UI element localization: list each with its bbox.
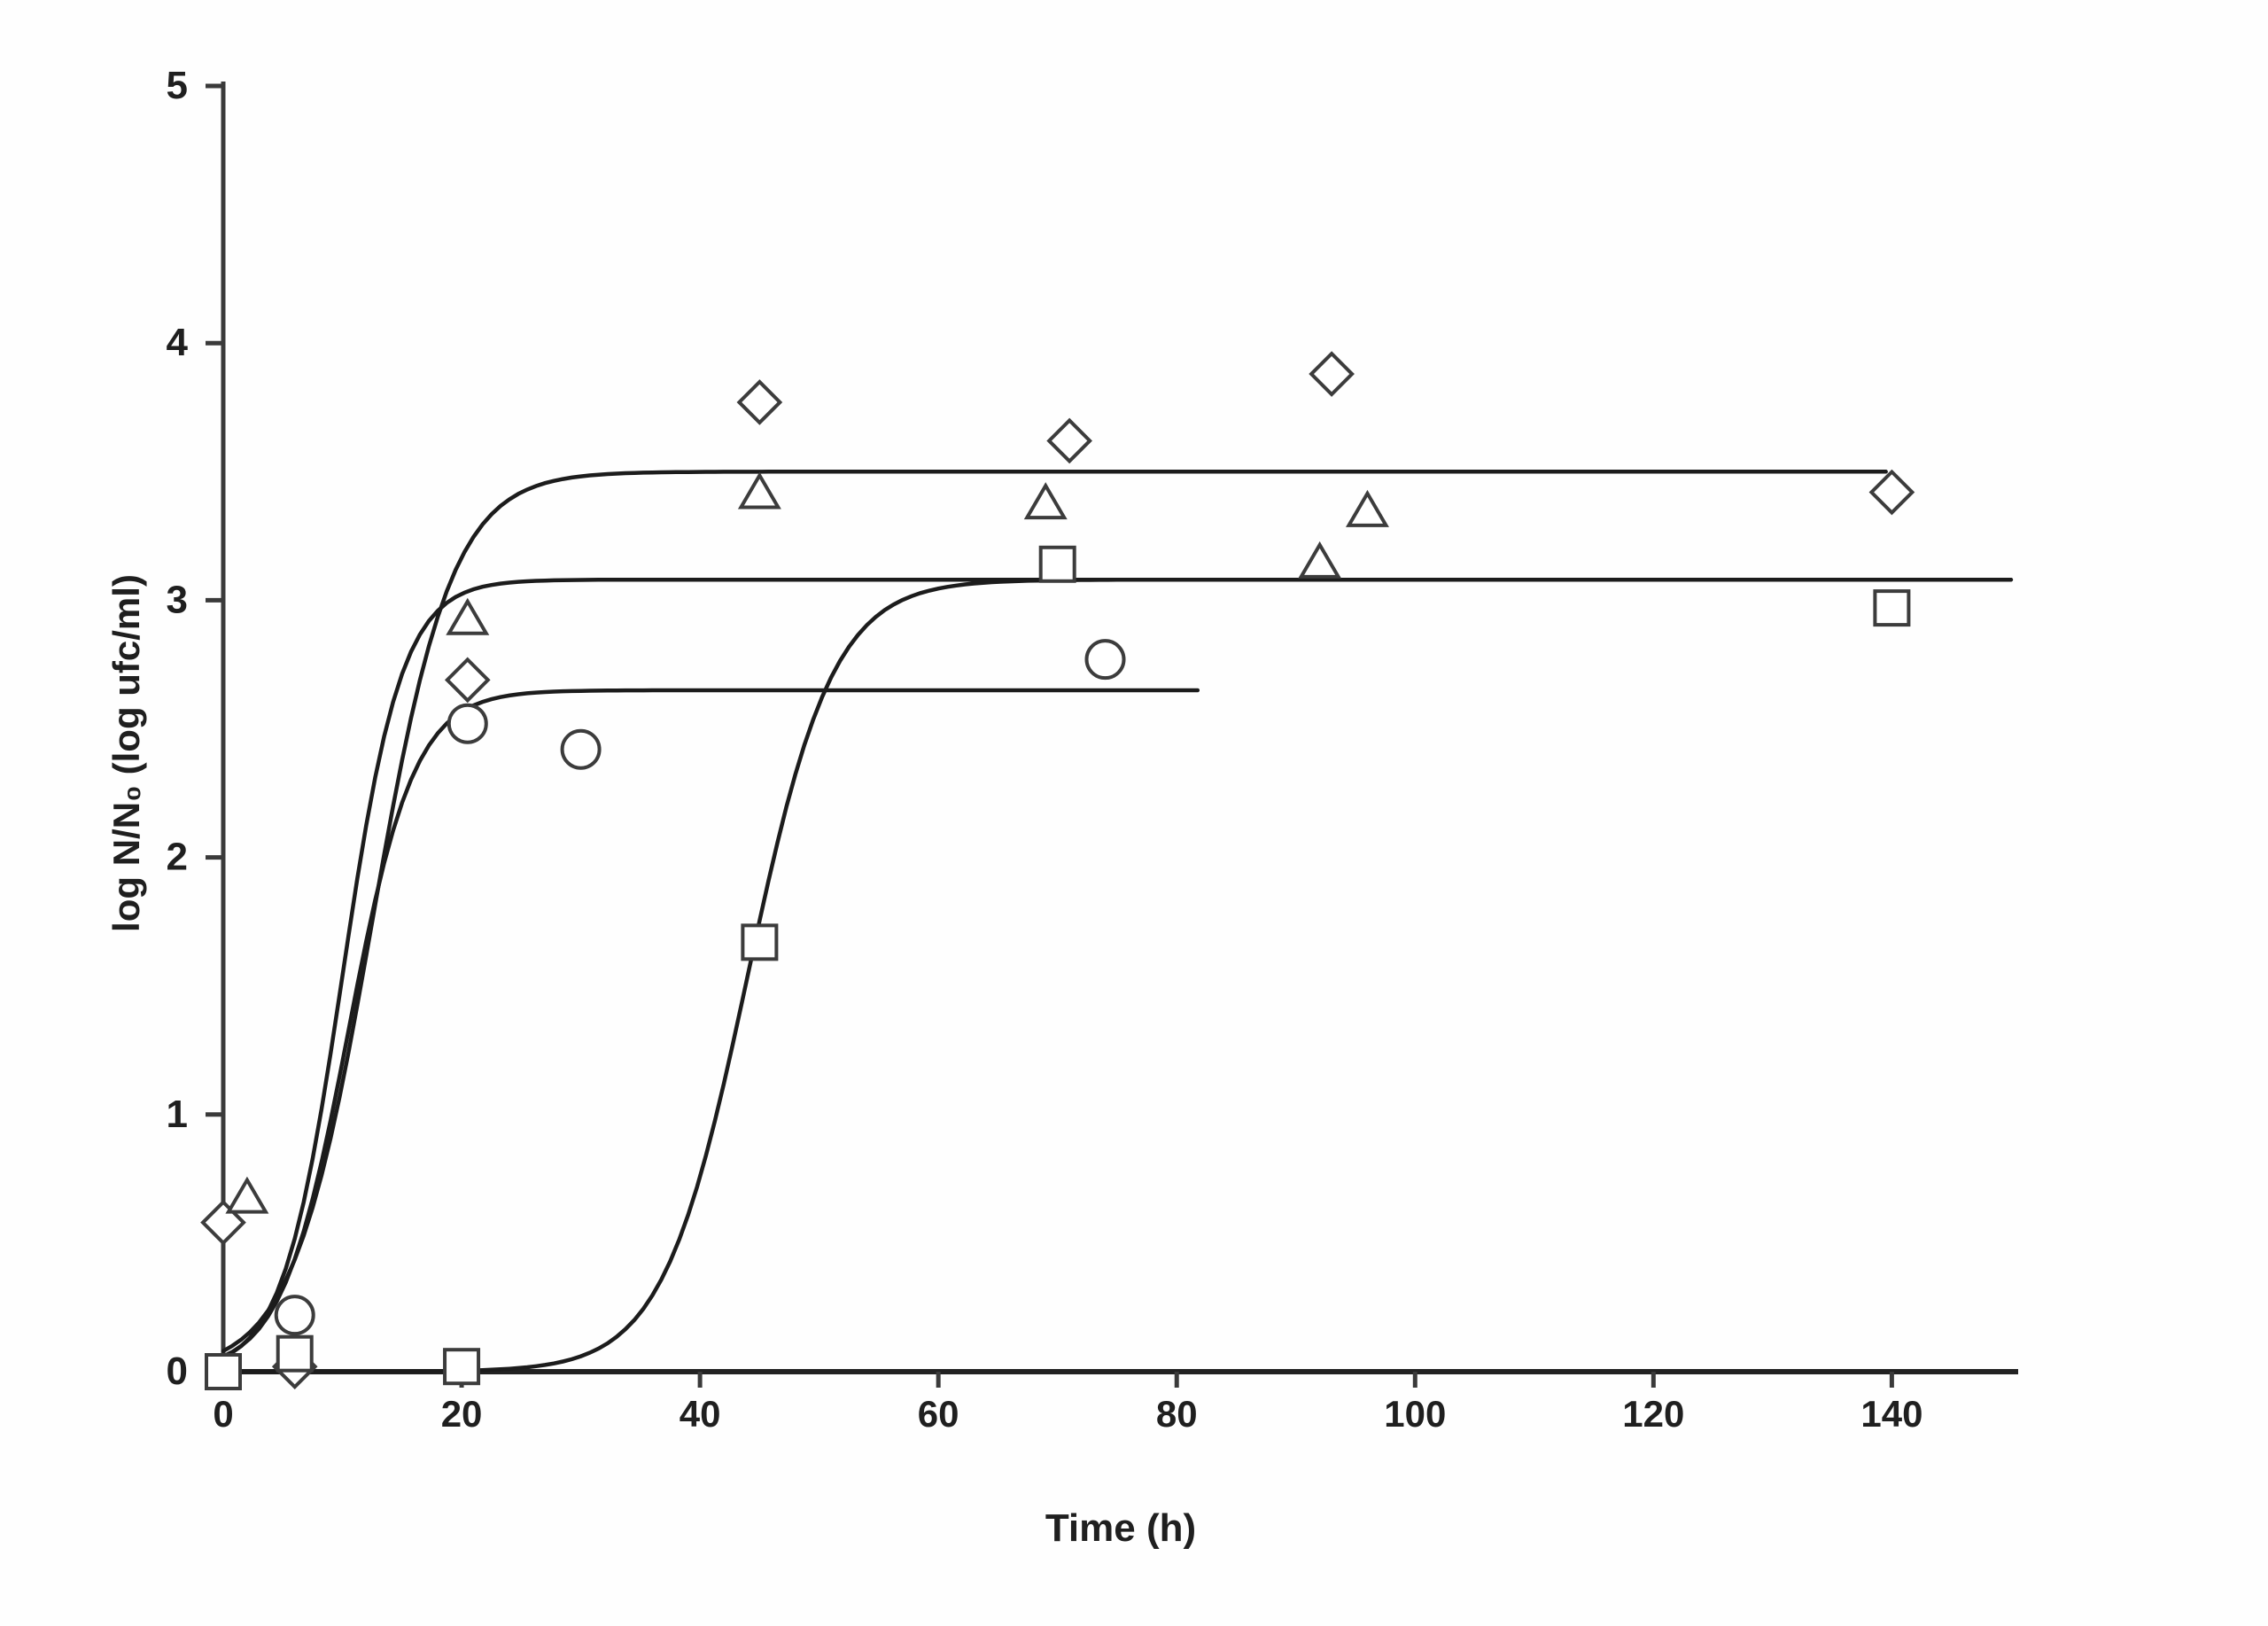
data-point-triangle xyxy=(225,1176,269,1214)
x-tick-label: 80 xyxy=(1156,1393,1198,1435)
data-point-triangle xyxy=(446,597,490,635)
fitted-curve-diamond-fit xyxy=(221,470,1888,1353)
data-point-diamond xyxy=(1046,417,1092,464)
y-tick-label: 4 xyxy=(167,321,189,364)
fitted-curve-square-fit xyxy=(221,577,2014,1374)
x-tick-label: 0 xyxy=(213,1393,233,1435)
y-tick-label: 0 xyxy=(167,1350,188,1393)
data-point-diamond xyxy=(1868,469,1915,516)
fitted-curve-triangle-fit xyxy=(221,577,2014,1360)
data-point-diamond xyxy=(444,657,491,704)
data-point-circle xyxy=(447,703,488,744)
y-tick-label: 1 xyxy=(167,1093,188,1136)
x-tick-label: 40 xyxy=(680,1393,721,1435)
data-point-triangle xyxy=(1345,489,1389,527)
data-point-triangle xyxy=(1298,541,1342,579)
data-point-circle xyxy=(560,728,602,770)
y-tick-label: 2 xyxy=(167,836,188,879)
data-point-triangle xyxy=(1023,482,1068,520)
data-point-diamond xyxy=(1309,351,1355,397)
y-tick-label: 3 xyxy=(167,578,188,621)
data-point-square xyxy=(1873,589,1911,627)
y-axis-title: log N/N₀ (log ufc/ml) xyxy=(105,574,147,932)
data-point-circle xyxy=(1084,639,1126,681)
data-point-square xyxy=(443,1348,481,1386)
data-point-circle xyxy=(274,1295,315,1336)
x-axis-title: Time (h) xyxy=(1045,1506,1197,1550)
data-point-diamond xyxy=(200,1199,246,1246)
x-tick-label: 60 xyxy=(918,1393,959,1435)
data-point-diamond xyxy=(736,379,783,425)
x-tick-label: 120 xyxy=(1622,1393,1684,1435)
x-tick-label: 100 xyxy=(1384,1393,1446,1435)
x-tick-label: 140 xyxy=(1860,1393,1922,1435)
data-point-square xyxy=(741,923,779,961)
y-tick-label: 5 xyxy=(167,64,188,107)
data-point-triangle xyxy=(737,471,781,510)
x-tick-label: 20 xyxy=(441,1393,483,1435)
data-point-square xyxy=(1038,545,1076,583)
data-point-square xyxy=(276,1334,314,1373)
fitted-curve-circle-fit xyxy=(221,688,1200,1359)
data-point-square xyxy=(205,1353,242,1390)
